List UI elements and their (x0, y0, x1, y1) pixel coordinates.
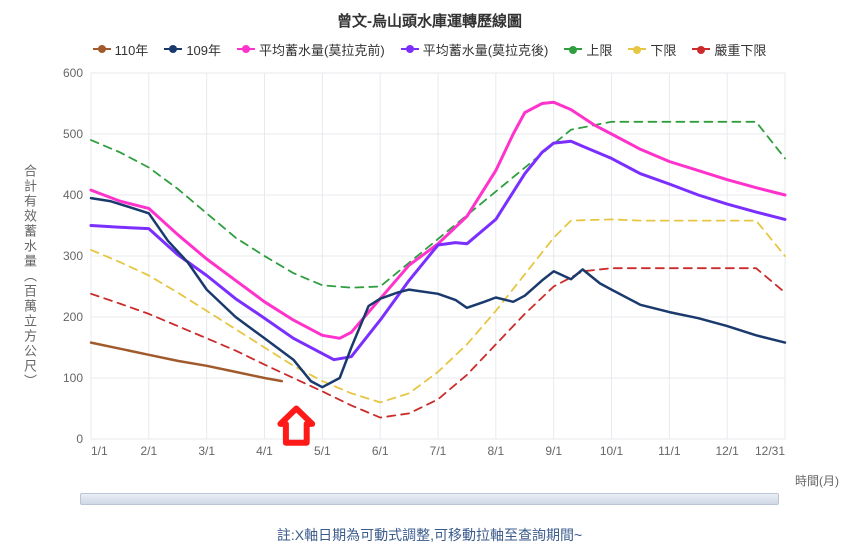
chart-svg: 1/1 2/1 3/1 4/1 5/1 6/1 7/1 8/1 9/1 10/1 11/1 12/1 1… (43, 67, 803, 467)
y-tick-label: 400 (63, 188, 83, 202)
chart-container: 曾文-烏山頭水庫運轉歷線圖 110年 109年 平均蓄水量(莫拉克前) 平均蓄水量(莫… (0, 0, 859, 551)
legend-item[interactable]: 110年 (93, 40, 149, 59)
x-tick-label: 8/1 (487, 444, 504, 458)
x-tick-label: 11/1 (658, 444, 681, 458)
y-tick-label: 600 (63, 67, 83, 80)
legend-item[interactable]: 109年 (164, 40, 221, 59)
x-tick-label: 6/1 (372, 444, 389, 458)
legend-item[interactable]: 下限 (628, 40, 676, 59)
y-tick-label: 0 (76, 432, 83, 446)
x-tick-label: 3/1 (198, 444, 215, 458)
x-tick-label: 5/1 (314, 444, 331, 458)
legend-item[interactable]: 嚴重下限 (692, 40, 766, 59)
y-tick-label: 500 (63, 127, 83, 141)
y-axis-label: 合計有效蓄水量︵百萬立方公尺︶ (20, 164, 39, 389)
legend-label: 上限 (586, 40, 612, 59)
x-axis-label: 時間(月) (795, 472, 839, 489)
legend: 110年 109年 平均蓄水量(莫拉克前) 平均蓄水量(莫拉克後) 上限 下限 嚴重下限 (20, 37, 839, 59)
x-tick-label: 9/1 (545, 444, 562, 458)
legend-label: 110年 (115, 40, 149, 59)
legend-label: 嚴重下限 (714, 40, 766, 59)
x-tick-label: 2/1 (140, 444, 157, 458)
legend-label: 平均蓄水量(莫拉克前) (259, 40, 385, 59)
y-tick-label: 200 (63, 310, 83, 324)
legend-label: 平均蓄水量(莫拉克後) (423, 40, 549, 59)
x-tick-label: 7/1 (430, 444, 447, 458)
legend-label: 下限 (650, 40, 676, 59)
x-tick-label: 1/1 (91, 444, 108, 458)
chart-title: 曾文-烏山頭水庫運轉歷線圖 (20, 10, 839, 31)
y-tick-label: 300 (63, 249, 83, 263)
legend-label: 109年 (186, 40, 221, 59)
legend-item[interactable]: 平均蓄水量(莫拉克前) (237, 40, 385, 59)
chart-note: 註:X軸日期為可動式調整,可移動拉軸至查詢期間~ (20, 525, 839, 545)
x-tick-label: 10/1 (600, 444, 624, 458)
x-tick-label: 12/31 (755, 444, 785, 458)
x-tick-label: 12/1 (715, 444, 739, 458)
x-range-slider[interactable] (80, 493, 779, 505)
plot-area: 合計有效蓄水量︵百萬立方公尺︶ 1/1 2/1 3/1 4/1 5/1 6/1 7/1 8/1… (20, 67, 839, 487)
legend-item[interactable]: 平均蓄水量(莫拉克後) (401, 40, 549, 59)
legend-item[interactable]: 上限 (564, 40, 612, 59)
x-tick-label: 4/1 (256, 444, 273, 458)
y-tick-label: 100 (63, 371, 83, 385)
